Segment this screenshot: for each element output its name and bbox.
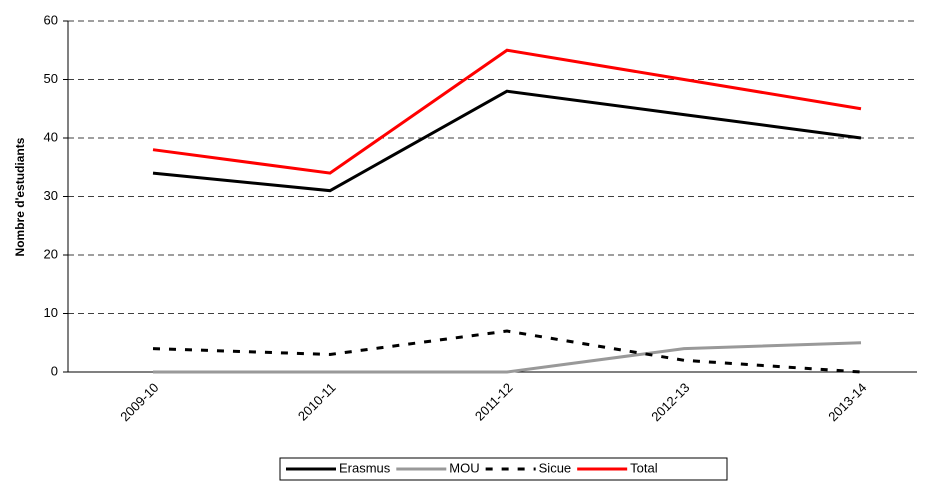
y-tick-label: 40 bbox=[44, 129, 58, 144]
x-tick-label: 2013-14 bbox=[825, 380, 869, 424]
y-tick-label: 0 bbox=[51, 363, 58, 378]
series-line bbox=[152, 48, 862, 175]
series-line bbox=[152, 89, 862, 193]
y-tick-label: 20 bbox=[44, 246, 58, 261]
x-tick-label: 2012-13 bbox=[648, 380, 692, 424]
y-tick-label: 50 bbox=[44, 71, 58, 86]
x-tick-label: 2011-12 bbox=[472, 380, 516, 424]
legend: Erasmus MOU Sicue Total bbox=[279, 457, 728, 481]
y-axis-label: Nombre d'estudiants bbox=[13, 137, 27, 256]
legend-label: MOU bbox=[449, 460, 479, 475]
x-tick-label: 2010-11 bbox=[295, 380, 339, 424]
series-line bbox=[153, 341, 862, 374]
legend-label: Total bbox=[630, 460, 658, 475]
series-line bbox=[152, 329, 862, 374]
y-tick-label: 10 bbox=[44, 305, 58, 320]
y-tick-label: 60 bbox=[44, 12, 58, 27]
legend-label: Erasmus bbox=[339, 460, 391, 475]
x-tick-label: 2009-10 bbox=[117, 380, 161, 424]
y-tick-label: 30 bbox=[44, 188, 58, 203]
legend-label: Sicue bbox=[539, 460, 572, 475]
